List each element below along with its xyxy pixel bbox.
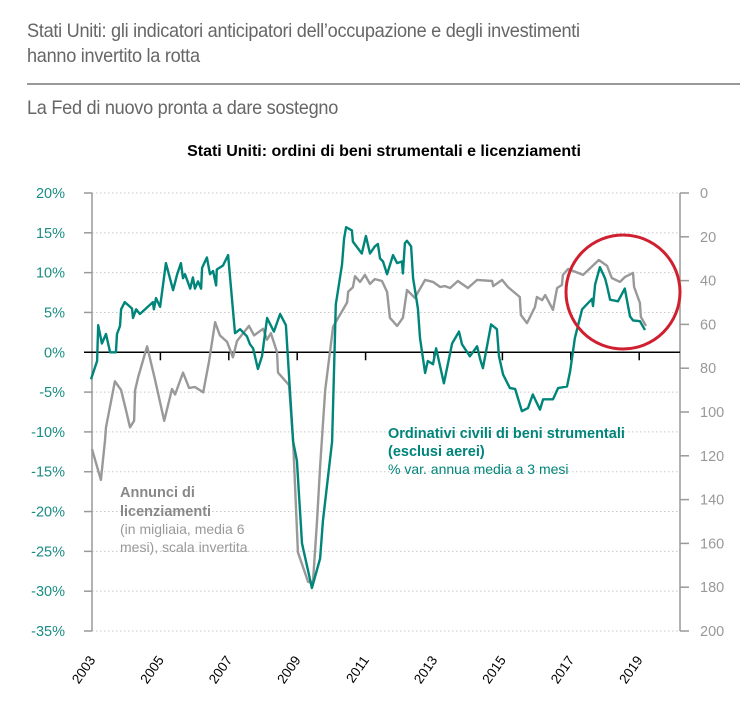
axes bbox=[84, 192, 689, 632]
left-tick-label: -35% bbox=[31, 624, 65, 640]
left-tick-label: 0% bbox=[44, 345, 65, 361]
left-tick-label: 15% bbox=[36, 226, 65, 242]
layoffs-label-line2: licenziamenti bbox=[120, 504, 211, 520]
layoffs-line bbox=[90, 258, 648, 584]
orders-label: Ordinativi civili di beni strumentali (e… bbox=[388, 426, 625, 477]
left-tick-label: -10% bbox=[31, 425, 65, 441]
right-tick-label: 120 bbox=[700, 449, 724, 465]
right-tick-label: 60 bbox=[700, 317, 716, 333]
title-divider bbox=[27, 83, 740, 85]
series-lines bbox=[89, 225, 648, 590]
right-tick-label: 140 bbox=[700, 493, 724, 509]
x-tick-label: 2019 bbox=[616, 653, 646, 686]
orders-label-line3: % var. annua media a 3 mesi bbox=[388, 461, 569, 477]
left-tick-label: 20% bbox=[36, 186, 65, 202]
page-subtitle: La Fed di nuovo pronta a dare sostegno bbox=[27, 97, 339, 119]
x-tick-label: 2009 bbox=[274, 653, 304, 686]
layoffs-label-line1: Annunci di bbox=[120, 485, 195, 501]
x-tick-label: 2013 bbox=[411, 653, 441, 686]
right-tick-label: 80 bbox=[700, 361, 716, 377]
left-tick-label: 5% bbox=[44, 305, 65, 321]
x-tick-label: 2005 bbox=[137, 653, 167, 686]
x-tick-label: 2003 bbox=[69, 653, 99, 686]
gridlines bbox=[92, 192, 680, 632]
tick-labels: 20% 15% 10% 5% 0% -5% -10% -15% -20% -25% -30% -35%… bbox=[31, 186, 724, 686]
right-tick-label: 180 bbox=[700, 580, 724, 596]
right-tick-label: 100 bbox=[700, 405, 724, 421]
right-tick-label: 20 bbox=[700, 230, 716, 246]
x-tick-label: 2011 bbox=[343, 653, 372, 685]
chart-title: Stati Uniti: ordini di beni strumentali … bbox=[187, 143, 581, 160]
x-tick-label: 2015 bbox=[479, 653, 509, 686]
right-tick-label: 0 bbox=[700, 186, 708, 202]
right-tick-label: 40 bbox=[700, 274, 716, 290]
right-tick-label: 160 bbox=[700, 536, 724, 552]
layoffs-label: Annunci di licenziamenti (in migliaia, m… bbox=[120, 485, 248, 555]
left-tick-label: -15% bbox=[31, 465, 65, 481]
x-tick-label: 2007 bbox=[206, 653, 236, 686]
left-tick-label: -20% bbox=[31, 505, 65, 521]
left-tick-label: 10% bbox=[36, 266, 65, 282]
left-tick-label: -5% bbox=[39, 385, 65, 401]
layoffs-label-line4: mesi), scala invertita bbox=[120, 539, 248, 555]
left-tick-label: -30% bbox=[31, 584, 65, 600]
orders-line bbox=[89, 225, 647, 590]
layoffs-label-line3: (in migliaia, media 6 bbox=[120, 521, 245, 537]
x-tick-label: 2017 bbox=[548, 653, 578, 686]
highlight-circle bbox=[564, 233, 682, 351]
page-title: Stati Uniti: gli indicatori anticipatori… bbox=[27, 20, 580, 67]
orders-label-line2: (esclusi aerei) bbox=[388, 444, 485, 460]
left-tick-label: -25% bbox=[31, 544, 65, 560]
orders-label-line1: Ordinativi civili di beni strumentali bbox=[388, 426, 625, 442]
right-tick-label: 200 bbox=[700, 624, 724, 640]
